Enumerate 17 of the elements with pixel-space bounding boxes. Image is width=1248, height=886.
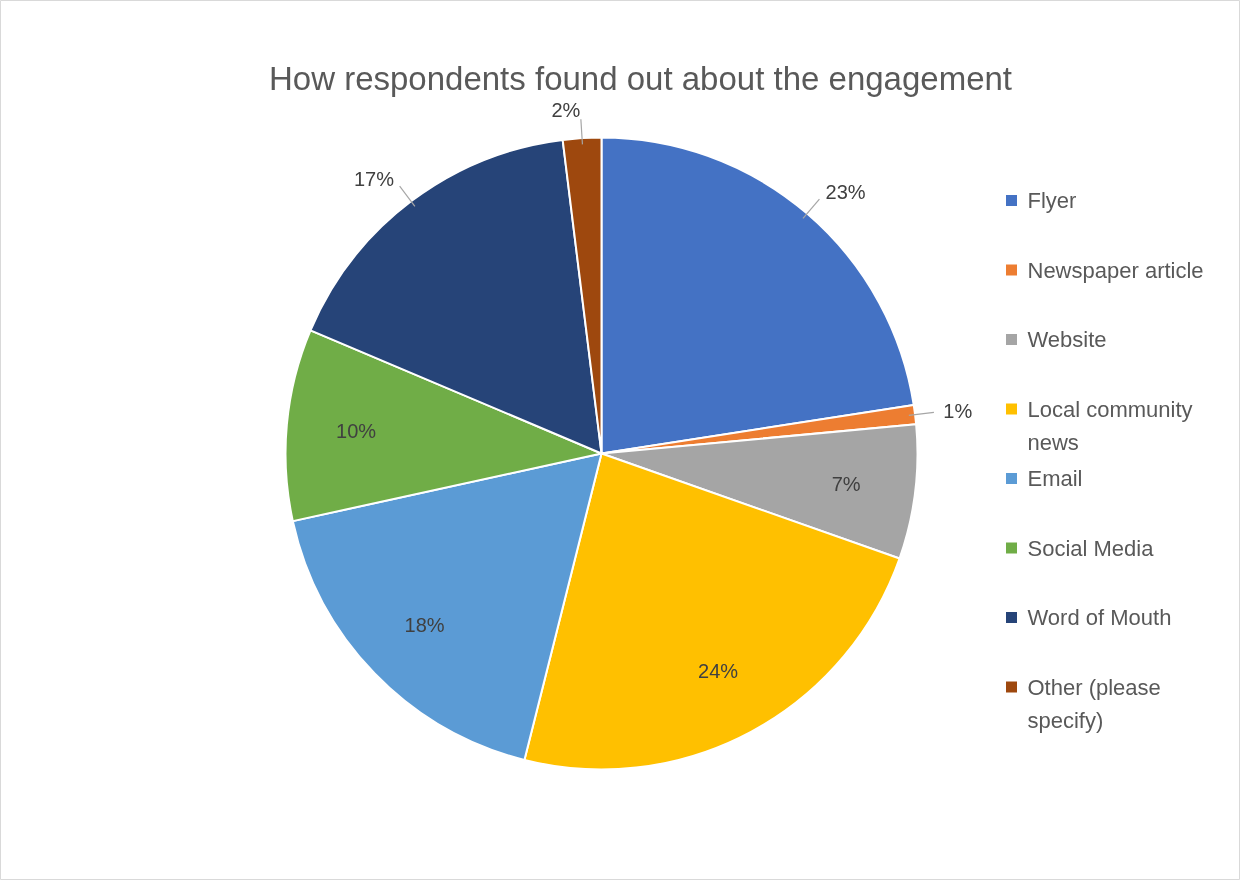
data-label: 1% (943, 400, 973, 423)
data-label: 17% (353, 167, 395, 190)
legend-label: Email (1027, 466, 1083, 491)
legend-label: Flyer (1027, 188, 1077, 213)
data-label: 7% (831, 472, 861, 495)
data-label: 10% (336, 419, 377, 442)
data-label: 2% (551, 98, 581, 121)
chart-title: How respondents found out about the engagement (268, 60, 1013, 97)
data-label: 18% (404, 614, 445, 637)
data-label: 24% (698, 659, 739, 682)
legend-label: Social Media (1027, 535, 1155, 561)
data-label: 23% (825, 180, 866, 203)
legend-label: Newspaper article (1027, 257, 1204, 283)
legend-label: Website (1027, 327, 1107, 352)
legend-label: Other (please specify) (1027, 674, 1161, 733)
legend-label: Local community news (1027, 396, 1193, 455)
legend-label: Word of Mouth (1027, 605, 1172, 630)
